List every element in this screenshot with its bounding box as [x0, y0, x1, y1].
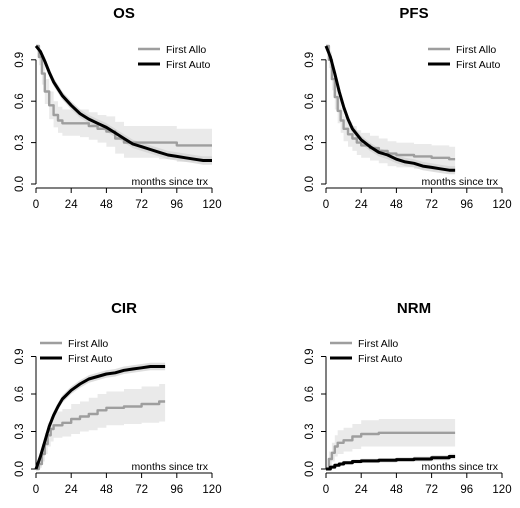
- y-tick-label: 0.6: [14, 93, 26, 109]
- x-tick-label: 120: [202, 199, 221, 211]
- panel-os: OS 0.0 0.3 0.6 0.9 0 24 48 72 96 120 months since t…: [14, 5, 222, 211]
- x-tick-label: 96: [170, 199, 183, 211]
- y-tick-label: 0.9: [304, 349, 316, 365]
- y-tick-label: 0.6: [14, 386, 26, 402]
- y-tick-label: 0.0: [14, 461, 26, 477]
- ci-band-first-allo: [36, 384, 166, 469]
- panel-title: OS: [113, 5, 135, 22]
- x-axis-label: months since trx: [132, 176, 209, 188]
- y-tick-label: 0.6: [304, 386, 316, 402]
- panel-title: PFS: [399, 5, 428, 22]
- legend: First Allo First Auto: [330, 338, 403, 365]
- x-tick-label: 24: [355, 484, 368, 496]
- x-axis-label: months since trx: [422, 461, 499, 473]
- y-tick-label: 0.0: [304, 461, 316, 477]
- y-tick-label: 0.3: [14, 135, 26, 151]
- x-tick-label: 96: [460, 199, 473, 211]
- panel-nrm: NRM 0.0 0.3 0.6 0.9 0 24 48 72 96 120 months since …: [304, 300, 512, 496]
- legend-label: First Auto: [68, 353, 113, 365]
- x-tick-label: 48: [390, 199, 403, 211]
- x-axis-label: months since trx: [132, 461, 209, 473]
- y-tick-label: 0.9: [14, 349, 26, 365]
- series-line-first-auto: [324, 45, 456, 172]
- panel-title: NRM: [397, 300, 431, 317]
- legend-label: First Allo: [166, 44, 206, 56]
- x-tick-label: 120: [202, 484, 221, 496]
- x-tick-label: 72: [425, 484, 438, 496]
- x-tick-label: 96: [460, 484, 473, 496]
- legend-label: First Allo: [68, 338, 108, 350]
- legend: First Allo First Auto: [138, 44, 211, 71]
- panel-title: CIR: [111, 300, 137, 317]
- legend-label: First Auto: [456, 59, 501, 71]
- ci-band-first-allo: [36, 46, 212, 162]
- x-tick-label: 48: [100, 199, 113, 211]
- x-tick-label: 48: [390, 484, 403, 496]
- y-tick-label: 0.3: [304, 135, 316, 151]
- series-line-first-allo: [326, 431, 456, 471]
- series-line-first-allo: [36, 44, 212, 147]
- x-tick-label: 0: [323, 484, 329, 496]
- y-tick-label: 0.0: [14, 176, 26, 192]
- x-tick-label: 0: [323, 199, 329, 211]
- x-tick-label: 72: [135, 199, 148, 211]
- y-tick-label: 0.3: [14, 424, 26, 440]
- y-tick-label: 0.9: [14, 52, 26, 68]
- ci-band-first-allo: [326, 419, 456, 469]
- x-tick-label: 120: [492, 484, 511, 496]
- y-tick-label: 0.3: [304, 424, 316, 440]
- legend-label: First Allo: [456, 44, 496, 56]
- y-tick-label: 0.6: [304, 93, 316, 109]
- x-tick-label: 0: [33, 199, 39, 211]
- x-tick-label: 96: [170, 484, 183, 496]
- x-tick-label: 120: [492, 199, 511, 211]
- legend-label: First Allo: [358, 338, 398, 350]
- series-line-first-auto: [34, 45, 212, 162]
- panel-cir: CIR 0.0 0.3 0.6 0.9 0 24 48 72 96 120 months since …: [14, 300, 222, 496]
- series-line-first-allo: [326, 44, 456, 161]
- x-tick-label: 72: [425, 199, 438, 211]
- legend: First Allo First Auto: [40, 338, 113, 365]
- x-tick-label: 0: [33, 484, 39, 496]
- x-tick-label: 72: [135, 484, 148, 496]
- series-line-first-auto: [34, 365, 166, 470]
- x-tick-label: 48: [100, 484, 113, 496]
- x-tick-label: 24: [65, 199, 78, 211]
- y-tick-label: 0.9: [304, 52, 316, 68]
- x-tick-label: 24: [355, 199, 368, 211]
- legend: First Allo First Auto: [428, 44, 501, 71]
- legend-label: First Auto: [358, 353, 403, 365]
- y-tick-label: 0.0: [304, 176, 316, 192]
- series-line-first-auto: [326, 455, 456, 471]
- x-axis-label: months since trx: [422, 176, 499, 188]
- panel-pfs: PFS 0.0 0.3 0.6 0.9 0 24 48 72 96 120 months since …: [304, 5, 512, 211]
- series-line-first-allo: [36, 400, 166, 471]
- x-tick-label: 24: [65, 484, 78, 496]
- legend-label: First Auto: [166, 59, 211, 71]
